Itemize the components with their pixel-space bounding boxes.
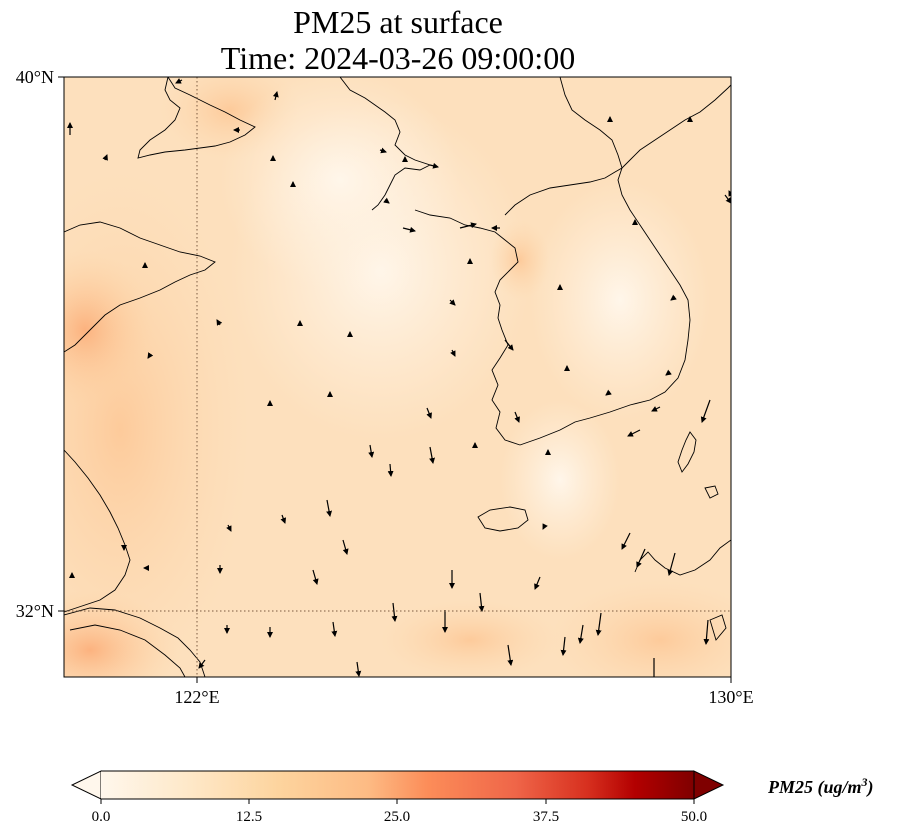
wind-arrow <box>402 226 416 233</box>
coastline-yalu <box>504 167 623 216</box>
wind-arrow <box>175 78 183 84</box>
wind-arrow <box>636 548 646 568</box>
wind-arrow <box>703 619 710 645</box>
wind-arrow <box>326 499 333 517</box>
island-amakusa <box>709 614 727 641</box>
wind-arrow <box>700 399 711 423</box>
map-axes: 40°N 32°N 122°E 130°E <box>16 67 754 707</box>
wind-arrow <box>605 389 612 396</box>
colorbar: 0.0 12.5 25.0 37.5 50.0 <box>70 770 725 825</box>
lon-label-130: 130°E <box>708 687 753 707</box>
lat-label-32: 32°N <box>16 601 54 621</box>
wind-arrow <box>383 197 390 204</box>
coastline-china-shandong <box>64 221 216 353</box>
wind-arrow <box>102 154 108 161</box>
colorbar-gradient <box>101 771 694 799</box>
wind-arrow <box>198 659 206 669</box>
colorbar-label-3: 37.5 <box>533 809 559 825</box>
coastline-china-east <box>64 449 131 613</box>
wind-arrow <box>560 636 567 656</box>
island-jeju <box>477 506 529 532</box>
coastline-liaodong <box>339 77 432 211</box>
lon-label-122: 122°E <box>174 687 219 707</box>
wind-arrow <box>379 147 387 154</box>
wind-arrow <box>391 602 398 622</box>
wind-arrow <box>429 162 439 169</box>
coastline-north-korea-east <box>621 84 731 169</box>
wind-arrow <box>429 446 436 464</box>
colorbar-title-sup: 3 <box>861 775 868 789</box>
coastline-yangtze-south <box>69 624 186 677</box>
wind-arrow <box>449 299 456 306</box>
colorbar-extend-high <box>693 770 725 800</box>
colorbar-title-close: ) <box>867 777 874 797</box>
map-title-line-2: Time: 2024-03-26 09:00:00 <box>220 40 576 76</box>
island-tsushima <box>677 431 697 473</box>
wind-vectors <box>67 78 731 677</box>
wind-arrow <box>226 524 232 532</box>
pm25-field <box>64 77 731 677</box>
colorbar-label-2: 25.0 <box>384 809 410 825</box>
coastlines <box>64 77 731 677</box>
wind-arrow <box>478 592 485 612</box>
coastline-china-north <box>137 77 256 159</box>
wind-arrow <box>534 576 541 590</box>
wind-arrow <box>514 411 520 423</box>
wind-arrow <box>368 444 375 458</box>
colorbar-label-0: 0.0 <box>92 809 111 825</box>
wind-arrow <box>507 644 514 666</box>
wind-arrow <box>450 349 456 357</box>
wind-arrow <box>387 463 394 477</box>
island-goto <box>704 485 719 499</box>
map-title-line-1: PM25 at surface <box>293 4 503 40</box>
wind-arrow <box>667 552 676 576</box>
colorbar-title-main: PM25 (ug/m <box>768 777 862 797</box>
wind-arrow <box>355 661 362 677</box>
wind-arrow <box>147 352 154 359</box>
wind-arrow <box>724 194 731 204</box>
wind-arrow <box>216 319 223 326</box>
wind-arrow <box>280 514 287 524</box>
wind-arrow <box>621 532 631 550</box>
wind-arrow <box>542 523 548 530</box>
map-frame <box>63 76 732 678</box>
wind-arrow <box>665 369 672 376</box>
wind-arrow <box>459 222 477 229</box>
wind-arrow <box>670 294 677 301</box>
lat-label-40: 40°N <box>16 67 54 87</box>
colorbar-extend-low <box>70 770 102 800</box>
coastline-korea-west <box>414 209 521 446</box>
coastline-manchuria <box>559 77 623 169</box>
wind-arrow <box>426 407 432 419</box>
wind-arrow <box>627 429 641 437</box>
wind-arrow <box>342 539 349 555</box>
colorbar-label-1: 12.5 <box>236 809 262 825</box>
gridlines <box>64 77 731 677</box>
wind-arrow <box>651 406 661 412</box>
wind-arrow <box>595 612 602 636</box>
colorbar-label-4: 50.0 <box>681 809 707 825</box>
colorbar-title: PM25 (ug/m3) <box>768 775 874 798</box>
wind-arrow <box>272 91 279 101</box>
wind-arrow <box>504 339 514 351</box>
wind-arrow <box>312 569 319 585</box>
wind-arrow <box>331 621 338 637</box>
wind-arrow <box>577 624 584 644</box>
